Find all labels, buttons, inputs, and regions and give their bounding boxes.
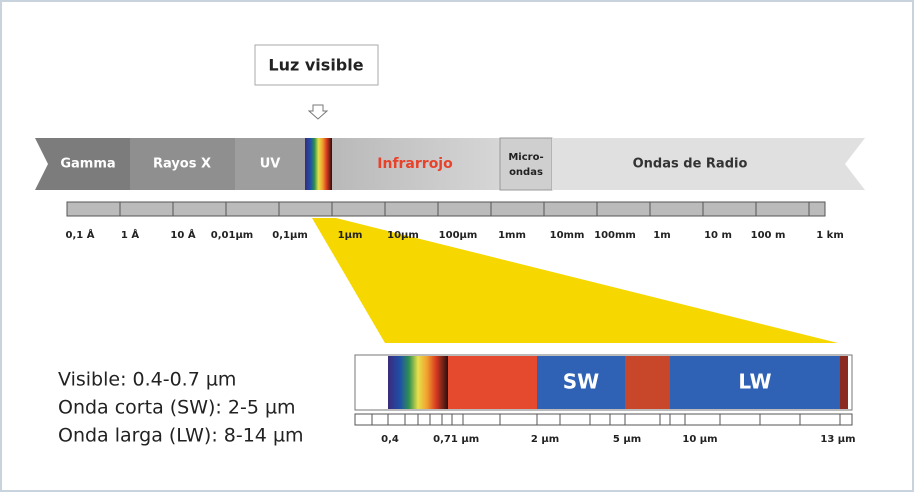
scale-label: 0,1 Å: [66, 228, 95, 241]
scale-label: 1µm: [338, 230, 363, 241]
scale-label: 13 µm: [820, 434, 855, 445]
scale-label: 100mm: [594, 230, 636, 241]
legend-line: Visible: 0.4-0.7 µm: [58, 369, 236, 391]
header-box: [254, 44, 379, 86]
scale-label: 1m: [653, 230, 670, 241]
zoom-wedge: [312, 218, 838, 343]
scale-label: 100 m: [751, 230, 786, 241]
legend-line: Onda corta (SW): 2-5 µm: [58, 397, 296, 419]
detail-band: [354, 354, 853, 411]
scale-label: 1 km: [816, 230, 844, 241]
scale-label: 10mm: [550, 230, 585, 241]
legend-line: Onda larga (LW): 8-14 µm: [58, 425, 304, 447]
band-label: Infrarrojo: [377, 156, 453, 172]
scale-label: 0,1µm: [272, 230, 308, 241]
band-label: Micro-: [508, 152, 543, 163]
header-label: Luz visible: [268, 56, 363, 75]
scale-label: 1 µm: [451, 434, 479, 445]
band-label: SW: [563, 370, 599, 394]
scale-label: 10 Å: [170, 228, 195, 241]
scale-label: 10µm: [387, 230, 419, 241]
spectrum-band: [35, 137, 865, 191]
scale-label: 10 µm: [682, 434, 717, 445]
scale-label: 2 µm: [531, 434, 559, 445]
band-label: Rayos X: [153, 157, 211, 172]
band-label: ondas: [509, 167, 543, 178]
scale-label: 5 µm: [613, 434, 641, 445]
band-label: Ondas de Radio: [633, 157, 748, 172]
scale-label: 100µm: [439, 230, 478, 241]
scale-label: 10 m: [704, 230, 732, 241]
scale-label: 0,4: [381, 434, 399, 445]
scale-label: 0,01µm: [211, 230, 253, 241]
down-arrow: [307, 104, 329, 120]
band-label: LW: [738, 370, 771, 394]
scale-label: 1mm: [498, 230, 526, 241]
band-label: UV: [260, 157, 281, 172]
scale-label: 1 Å: [121, 228, 139, 241]
scale-label: 0,7: [433, 434, 451, 445]
detail-ruler: [354, 413, 853, 426]
band-label: Gamma: [60, 157, 115, 172]
scale-ruler: [66, 201, 826, 217]
